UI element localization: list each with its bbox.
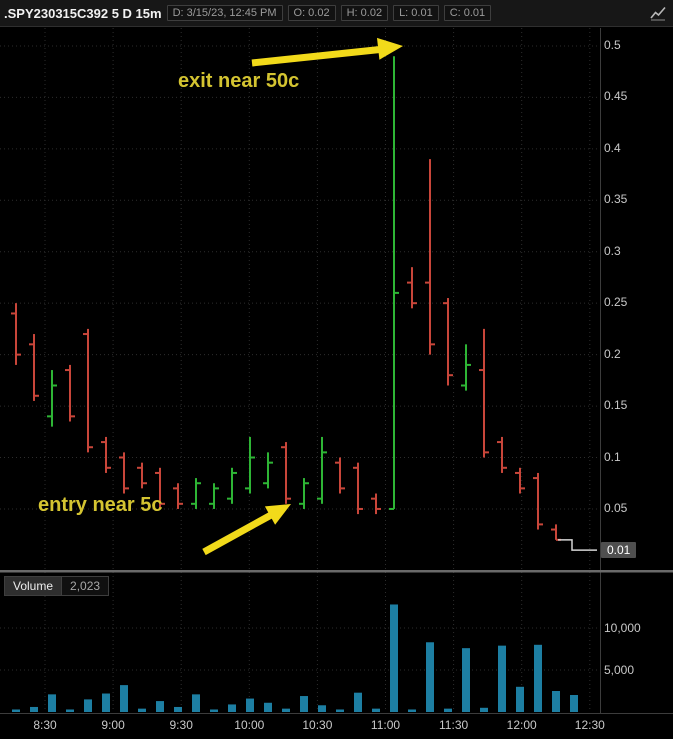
ohlc-bar (101, 436, 111, 473)
volume-bar (228, 704, 236, 712)
volume-bar (12, 709, 20, 712)
volume-bar (570, 695, 578, 712)
volume-bar (156, 701, 164, 712)
ohlc-bar (497, 436, 507, 473)
volume-bar (174, 706, 182, 712)
volume-bar (48, 694, 56, 712)
volume-bar (552, 691, 560, 712)
volume-bar (138, 708, 146, 712)
volume-bar (336, 709, 344, 712)
volume-bar (192, 694, 200, 712)
volume-bar (498, 645, 506, 712)
header-open-field: O: 0.02 (287, 5, 336, 21)
last-price-tag: 0.01 (601, 542, 637, 558)
volume-bar (318, 705, 326, 712)
volume-header: Volume 2,023 (4, 576, 110, 596)
ohlc-bar (281, 442, 291, 504)
header-date-field: D: 3/15/23, 12:45 PM (166, 5, 283, 21)
header-low-field: L: 0.01 (393, 5, 439, 21)
pane-frame (0, 28, 673, 714)
header-high-field: H: 0.02 (340, 5, 389, 21)
ohlc-bar (335, 457, 345, 494)
price-axis[interactable] (600, 28, 673, 570)
ohlc-bar (389, 56, 399, 510)
ohlc-bar (425, 159, 435, 355)
ohlc-bar (47, 370, 57, 427)
volume-bar (66, 709, 74, 712)
volume-bar (102, 693, 110, 712)
ohlc-bar (245, 436, 255, 494)
ohlc-bar (83, 328, 93, 453)
volume-bar (246, 698, 254, 712)
time-axis[interactable] (0, 714, 673, 739)
volume-bars (12, 604, 578, 712)
volume-bar (264, 702, 272, 712)
last-price-trail (558, 539, 597, 551)
chart-style-icon-glyph (650, 6, 666, 21)
volume-bar (372, 708, 380, 712)
exit-arrow (251, 37, 403, 67)
ohlc-bar (299, 478, 309, 509)
ohlc-bar (191, 478, 201, 509)
ohlc-bar (533, 472, 543, 530)
volume-bar (444, 708, 452, 712)
grid-lines (0, 28, 600, 712)
ohlc-bar (173, 483, 183, 509)
ohlc-bar (407, 267, 417, 309)
volume-bar (84, 699, 92, 712)
volume-bar (30, 706, 38, 712)
ohlc-bar (11, 303, 21, 365)
ohlc-bar (227, 467, 237, 504)
volume-bar (408, 709, 416, 712)
ohlc-bar (263, 452, 273, 489)
header-close-field: C: 0.01 (443, 5, 492, 21)
volume-bar (282, 708, 290, 712)
ohlc-bar (137, 462, 147, 489)
volume-bar (480, 707, 488, 712)
ohlc-bar (551, 524, 561, 541)
volume-label: Volume (4, 576, 63, 596)
entry-arrow (202, 504, 291, 556)
chart-header: .SPY230315C392 5 D 15m D: 3/15/23, 12:45… (0, 0, 673, 27)
volume-value: 2,023 (62, 576, 110, 596)
ohlc-bar (29, 334, 39, 401)
ohlc-bar (155, 467, 165, 509)
ohlc-bar (479, 328, 489, 458)
ohlc-bar (209, 483, 219, 509)
volume-bar (516, 686, 524, 712)
volume-bar (534, 644, 542, 712)
ohlc-bar (65, 364, 75, 422)
volume-bar (300, 696, 308, 712)
volume-bar (120, 685, 128, 712)
volume-bar (462, 648, 470, 712)
price-bars (11, 56, 561, 541)
chart-style-icon[interactable] (647, 2, 669, 24)
volume-bar (426, 642, 434, 712)
ohlc-bar (443, 298, 453, 386)
exit-annotation-text: exit near 50c (178, 70, 300, 92)
ohlc-bar (353, 462, 363, 515)
ohlc-bar (461, 344, 471, 391)
volume-bar (354, 692, 362, 712)
ohlc-bar (371, 493, 381, 515)
annotation-arrows (202, 37, 403, 556)
volume-bar (210, 709, 218, 712)
symbol-title: .SPY230315C392 5 D 15m (4, 5, 162, 21)
ohlc-bar (119, 452, 129, 494)
ohlc-bar (317, 436, 327, 504)
volume-bar (390, 604, 398, 712)
entry-annotation-text: entry near 5c (38, 494, 163, 516)
ohlc-bar (515, 467, 525, 494)
volume-axis[interactable] (600, 575, 673, 713)
